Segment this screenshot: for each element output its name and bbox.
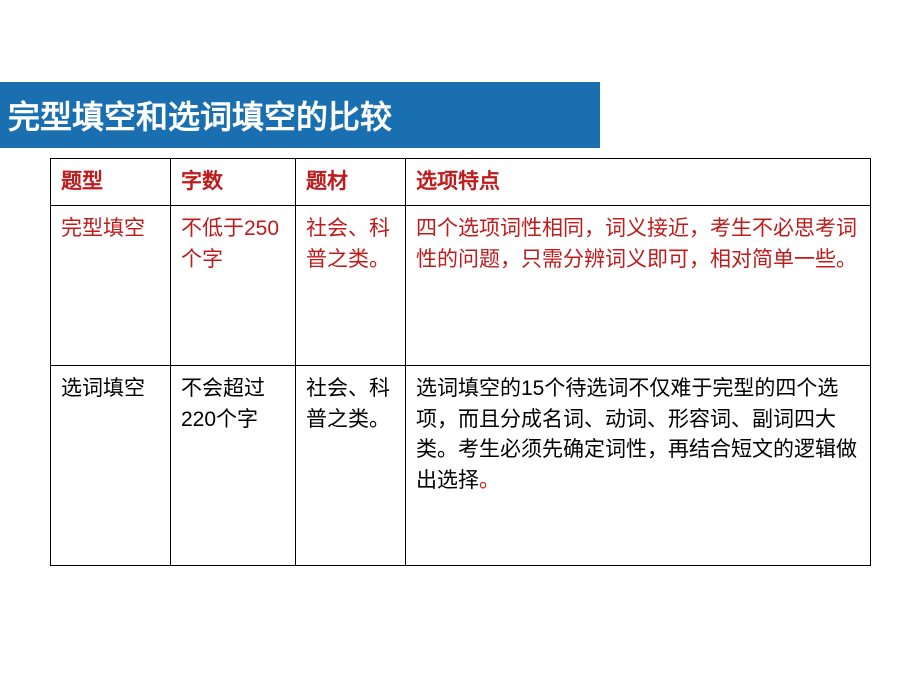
cell-cloze-type: 完型填空 [51,206,171,366]
page-title: 完型填空和选词填空的比较 [0,82,600,148]
cell-wordfill-wordcount: 不会超过220个字 [171,366,296,566]
table-header-row: 题型 字数 题材 选项特点 [51,159,871,206]
cell-wordfill-topic: 社会、科普之类。 [296,366,406,566]
cell-cloze-features: 四个选项词性相同，词义接近，考生不必思考词性的问题，只需分辨词义即可，相对简单一… [406,206,871,366]
cell-wordfill-features: 选词填空的15个待选词不仅难于完型的四个选项，而且分成名词、动词、形容词、副词四… [406,366,871,566]
cell-cloze-wordcount: 不低于250个字 [171,206,296,366]
comparison-table-container: 题型 字数 题材 选项特点 完型填空 不低于250个字 社会、科普之类。 四个选… [0,158,920,566]
header-topic: 题材 [296,159,406,206]
red-period: 。 [479,469,500,492]
table-row: 选词填空 不会超过220个字 社会、科普之类。 选词填空的15个待选词不仅难于完… [51,366,871,566]
header-wordcount: 字数 [171,159,296,206]
header-type: 题型 [51,159,171,206]
header-features: 选项特点 [406,159,871,206]
table-row: 完型填空 不低于250个字 社会、科普之类。 四个选项词性相同，词义接近，考生不… [51,206,871,366]
comparison-table: 题型 字数 题材 选项特点 完型填空 不低于250个字 社会、科普之类。 四个选… [50,158,871,566]
cell-wordfill-type: 选词填空 [51,366,171,566]
cell-cloze-topic: 社会、科普之类。 [296,206,406,366]
